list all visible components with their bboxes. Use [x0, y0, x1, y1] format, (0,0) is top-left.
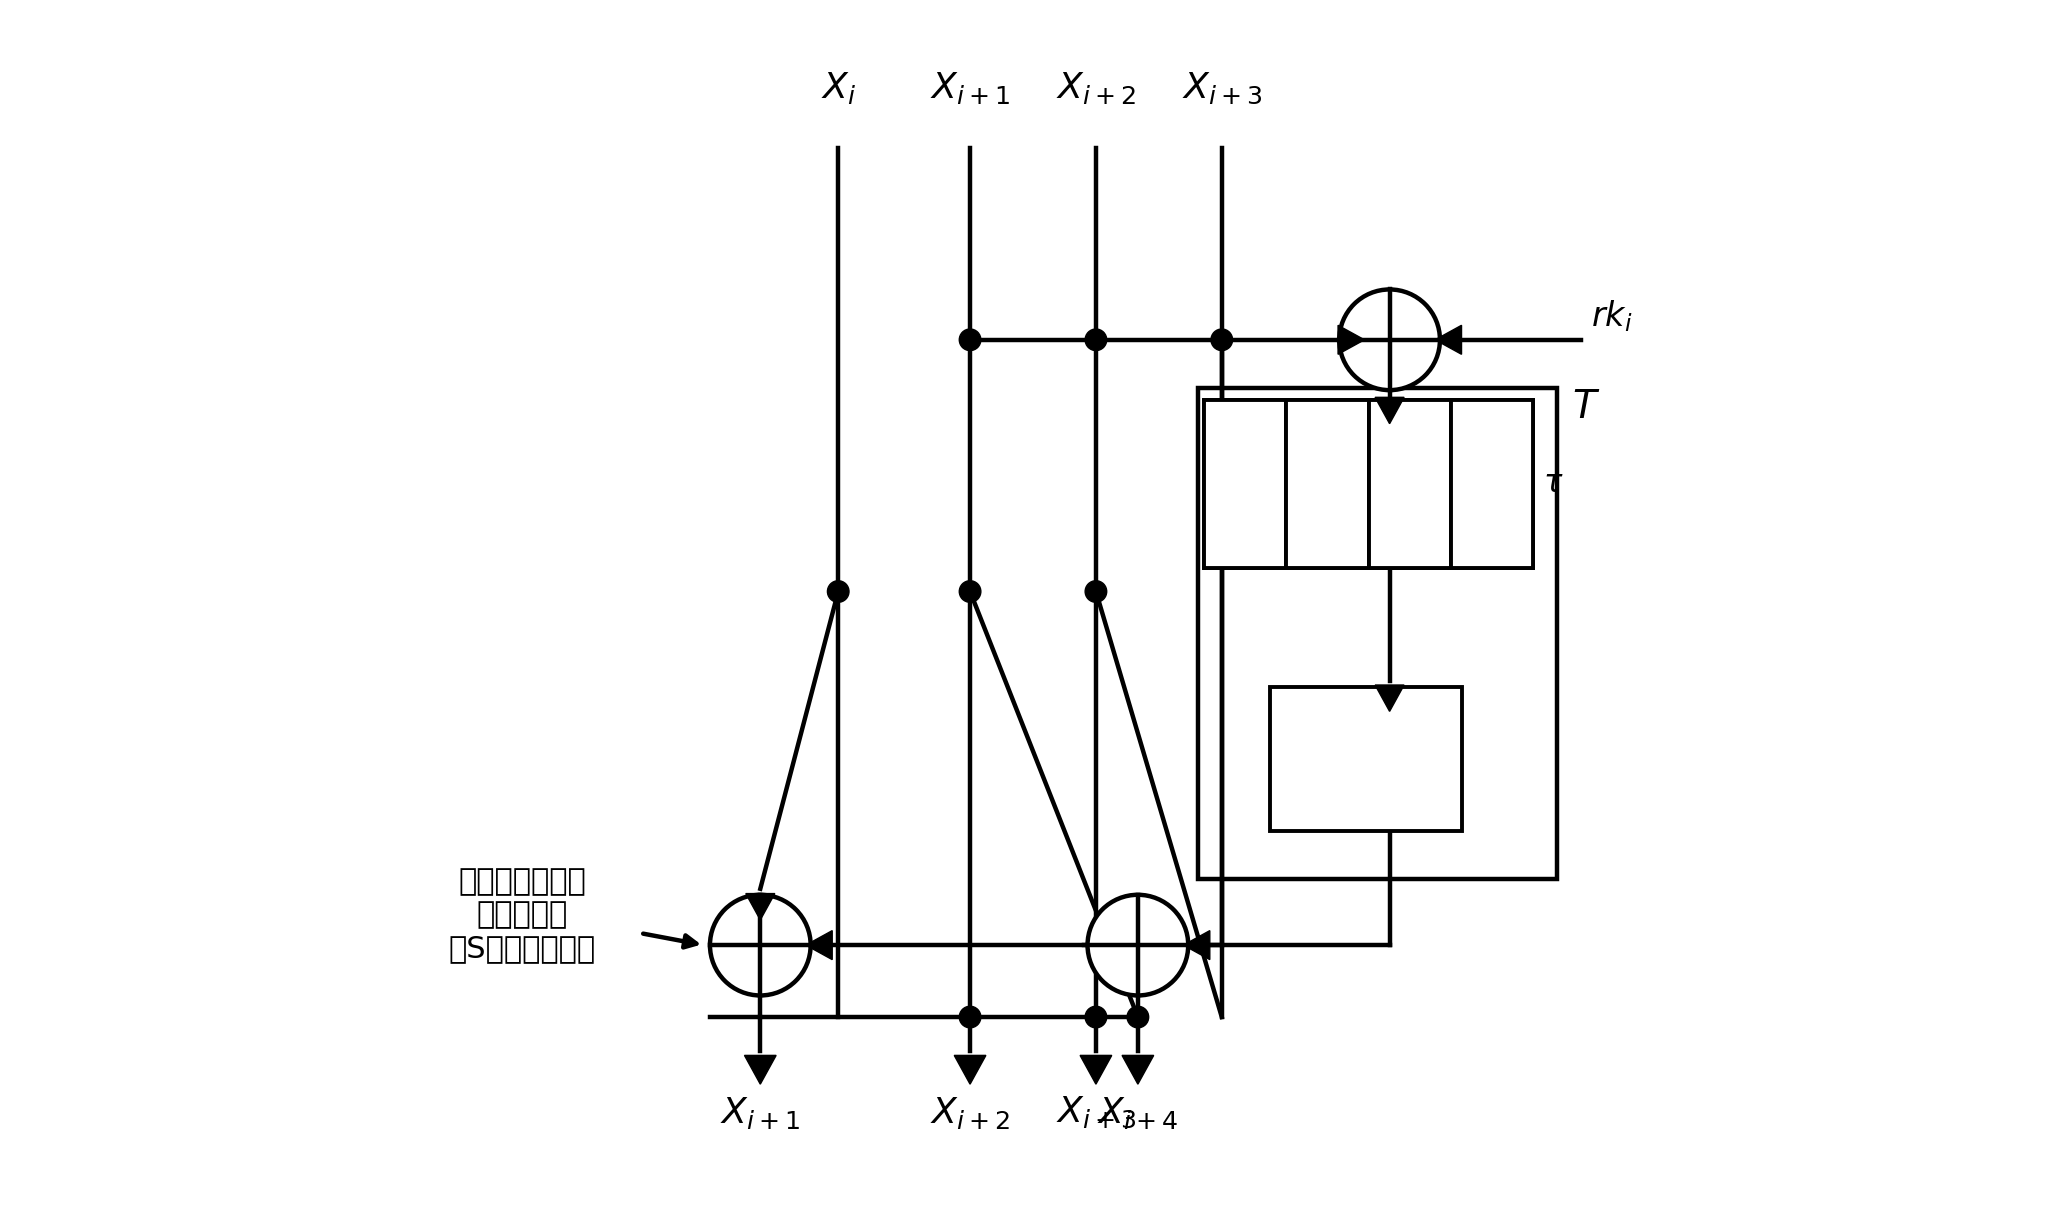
Bar: [1269, 688, 1461, 832]
Bar: [1285, 400, 1368, 567]
Text: $\tau$: $\tau$: [1543, 468, 1564, 500]
Circle shape: [1086, 581, 1106, 602]
Text: $rk_i$: $rk_i$: [1590, 298, 1632, 334]
Polygon shape: [1079, 1055, 1112, 1084]
Polygon shape: [746, 893, 775, 920]
Circle shape: [1339, 290, 1440, 390]
Text: $X_{i+2}$: $X_{i+2}$: [929, 1095, 1009, 1131]
Circle shape: [1088, 894, 1189, 996]
Circle shape: [1211, 330, 1232, 350]
Polygon shape: [1436, 326, 1461, 355]
Polygon shape: [1376, 686, 1405, 711]
Text: $T$: $T$: [1572, 387, 1601, 426]
Text: 攻击对象为轮密
钒异或输入
与S盒输出的异或: 攻击对象为轮密 钒异或输入 与S盒输出的异或: [449, 867, 595, 963]
Polygon shape: [954, 1055, 987, 1084]
Text: $X_{i+2}$: $X_{i+2}$: [1057, 70, 1135, 106]
Circle shape: [1127, 1007, 1149, 1028]
Circle shape: [960, 581, 981, 602]
Polygon shape: [805, 931, 832, 960]
Polygon shape: [1182, 931, 1209, 960]
Polygon shape: [1376, 397, 1405, 424]
Polygon shape: [1339, 326, 1364, 355]
Text: S: S: [1234, 468, 1257, 500]
Circle shape: [1086, 1007, 1106, 1028]
Text: $X_{i+4}$: $X_{i+4}$: [1098, 1095, 1178, 1131]
Text: S: S: [1399, 468, 1421, 500]
Circle shape: [711, 894, 812, 996]
Text: $X_{i+3}$: $X_{i+3}$: [1055, 1095, 1137, 1130]
Circle shape: [1086, 330, 1106, 350]
Polygon shape: [744, 1055, 777, 1084]
Polygon shape: [1123, 1055, 1154, 1084]
Bar: [1450, 400, 1533, 567]
Bar: [1368, 400, 1450, 567]
Text: $X_{i+1}$: $X_{i+1}$: [929, 70, 1009, 106]
Bar: [1203, 400, 1285, 567]
Bar: [1203, 400, 1533, 567]
Circle shape: [960, 330, 981, 350]
Bar: [1197, 387, 1557, 879]
Text: $X_{i+3}$: $X_{i+3}$: [1182, 71, 1263, 106]
Text: $X_i$: $X_i$: [820, 70, 855, 106]
Circle shape: [828, 581, 849, 602]
Circle shape: [960, 1007, 981, 1028]
Text: $X_{i+1}$: $X_{i+1}$: [721, 1095, 801, 1131]
Text: S: S: [1481, 468, 1504, 500]
Text: S: S: [1316, 468, 1339, 500]
Text: $L$: $L$: [1355, 742, 1374, 776]
